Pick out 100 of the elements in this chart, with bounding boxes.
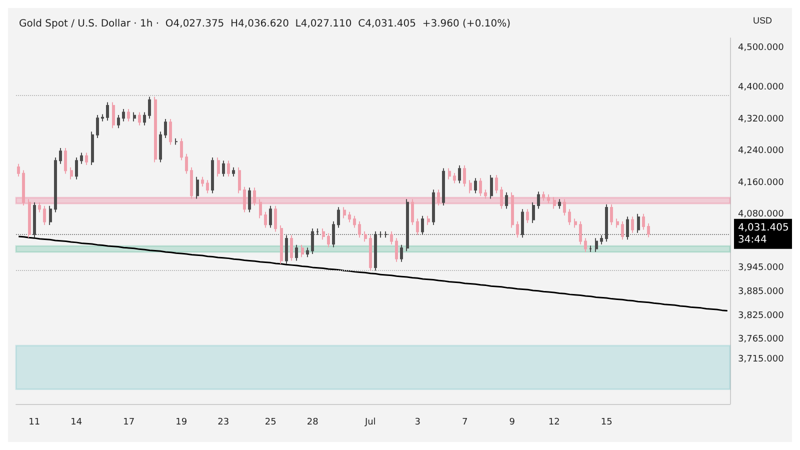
- candlestick: [364, 230, 367, 242]
- candlestick: [253, 187, 256, 206]
- x-tick-label: 19: [176, 418, 188, 428]
- candlestick: [574, 218, 577, 228]
- x-tick-label: 9: [509, 418, 516, 428]
- candlestick: [469, 180, 472, 194]
- candlestick: [432, 189, 435, 226]
- x-tick-label: 12: [548, 418, 560, 428]
- candlestick: [369, 234, 372, 272]
- candlestick: [101, 114, 104, 122]
- candlestick: [379, 230, 382, 238]
- line-series: [18, 236, 728, 312]
- candlestick: [547, 194, 550, 204]
- x-tick-label: 11: [28, 418, 40, 428]
- candlestick: [458, 164, 461, 184]
- y-tick-label: 4,240.000: [738, 146, 784, 156]
- candlestick: [264, 211, 267, 228]
- candlestick: [112, 102, 115, 129]
- candlestick: [490, 174, 493, 200]
- candlestick: [164, 118, 167, 139]
- candlestick: [154, 96, 157, 163]
- candlestick: [521, 208, 524, 238]
- candlestick: [301, 244, 304, 258]
- candlestick: [54, 156, 57, 213]
- x-tick-label: 7: [462, 418, 468, 428]
- candlestick: [28, 198, 31, 238]
- candlestick: [217, 156, 220, 178]
- candlestick: [358, 220, 361, 238]
- y-tick-label: 4,320.000: [738, 114, 784, 124]
- candlestick: [626, 216, 629, 240]
- x-tick-label: 15: [600, 418, 612, 428]
- candlestick: [148, 96, 151, 120]
- candlestick: [484, 189, 487, 200]
- candlestick: [558, 198, 561, 210]
- candlestick: [400, 244, 403, 262]
- candlestick: [337, 206, 340, 228]
- candlestick: [70, 166, 73, 180]
- candlestick: [631, 216, 634, 234]
- candlestick: [190, 166, 193, 200]
- y-tick-label: 4,160.000: [738, 178, 784, 188]
- candlestick: [17, 163, 20, 178]
- candlestick: [437, 189, 440, 206]
- text: 34:44: [738, 234, 767, 246]
- y-axis-title: USD: [753, 16, 772, 26]
- candlestick: [127, 108, 130, 122]
- candlestick: [647, 222, 650, 238]
- candlestick: [589, 245, 592, 252]
- candlestick: [411, 198, 414, 226]
- candlestick: [143, 112, 146, 126]
- candlestick: [416, 218, 419, 236]
- candlestick: [474, 178, 477, 194]
- candlestick: [353, 215, 356, 228]
- x-tick-label: 14: [70, 418, 82, 428]
- candlestick: [175, 138, 178, 146]
- candlestick: [563, 198, 566, 216]
- candlestick: [453, 172, 456, 184]
- y-tick-label: 3,945.000: [738, 263, 784, 274]
- candlestick: [91, 131, 94, 166]
- candlestick: [159, 131, 162, 163]
- candlestick: [238, 166, 241, 194]
- candlestick: [43, 205, 46, 226]
- candlestick: [85, 152, 88, 166]
- candlestick: [610, 204, 613, 226]
- candlestick: [542, 191, 545, 202]
- x-tick-label: 17: [123, 418, 135, 428]
- x-tick-label: 23: [218, 418, 230, 428]
- candlestick: [316, 228, 319, 236]
- candlestick: [500, 186, 503, 210]
- candlestick: [516, 220, 519, 238]
- candlestick: [180, 138, 183, 161]
- candlestick: [448, 168, 451, 180]
- candlestick: [479, 178, 482, 196]
- candlestick: [80, 152, 83, 164]
- candlestick: [343, 206, 346, 219]
- candlestick: [442, 168, 445, 206]
- candlestick: [285, 234, 288, 264]
- candlestick: [311, 228, 314, 254]
- candlestick: [537, 191, 540, 210]
- candlestick: [211, 156, 214, 194]
- x-tick-label: Jul: [364, 418, 376, 428]
- candlestick: [22, 170, 25, 206]
- candlestick: [348, 211, 351, 223]
- y-tick-label: 3,765.000: [738, 334, 784, 345]
- candlestick: [526, 208, 529, 224]
- y-tick-label: 3,715.000: [738, 354, 784, 365]
- candlestick: [38, 202, 41, 213]
- candlestick: [201, 176, 204, 187]
- candlestick: [122, 108, 125, 122]
- candlestick: [64, 147, 67, 174]
- candlestick: [421, 215, 424, 236]
- candlestick: [243, 186, 246, 213]
- candlestick: [616, 218, 619, 228]
- candlestick: [553, 196, 556, 210]
- candlestick: [117, 114, 120, 129]
- candlestick: [75, 156, 78, 180]
- x-tick-label: 28: [306, 418, 319, 428]
- y-tick-label: 3,825.000: [738, 310, 784, 321]
- candlestick: [505, 192, 508, 210]
- candlestick: [605, 204, 608, 242]
- y-tick-label: 4,400.000: [738, 82, 784, 93]
